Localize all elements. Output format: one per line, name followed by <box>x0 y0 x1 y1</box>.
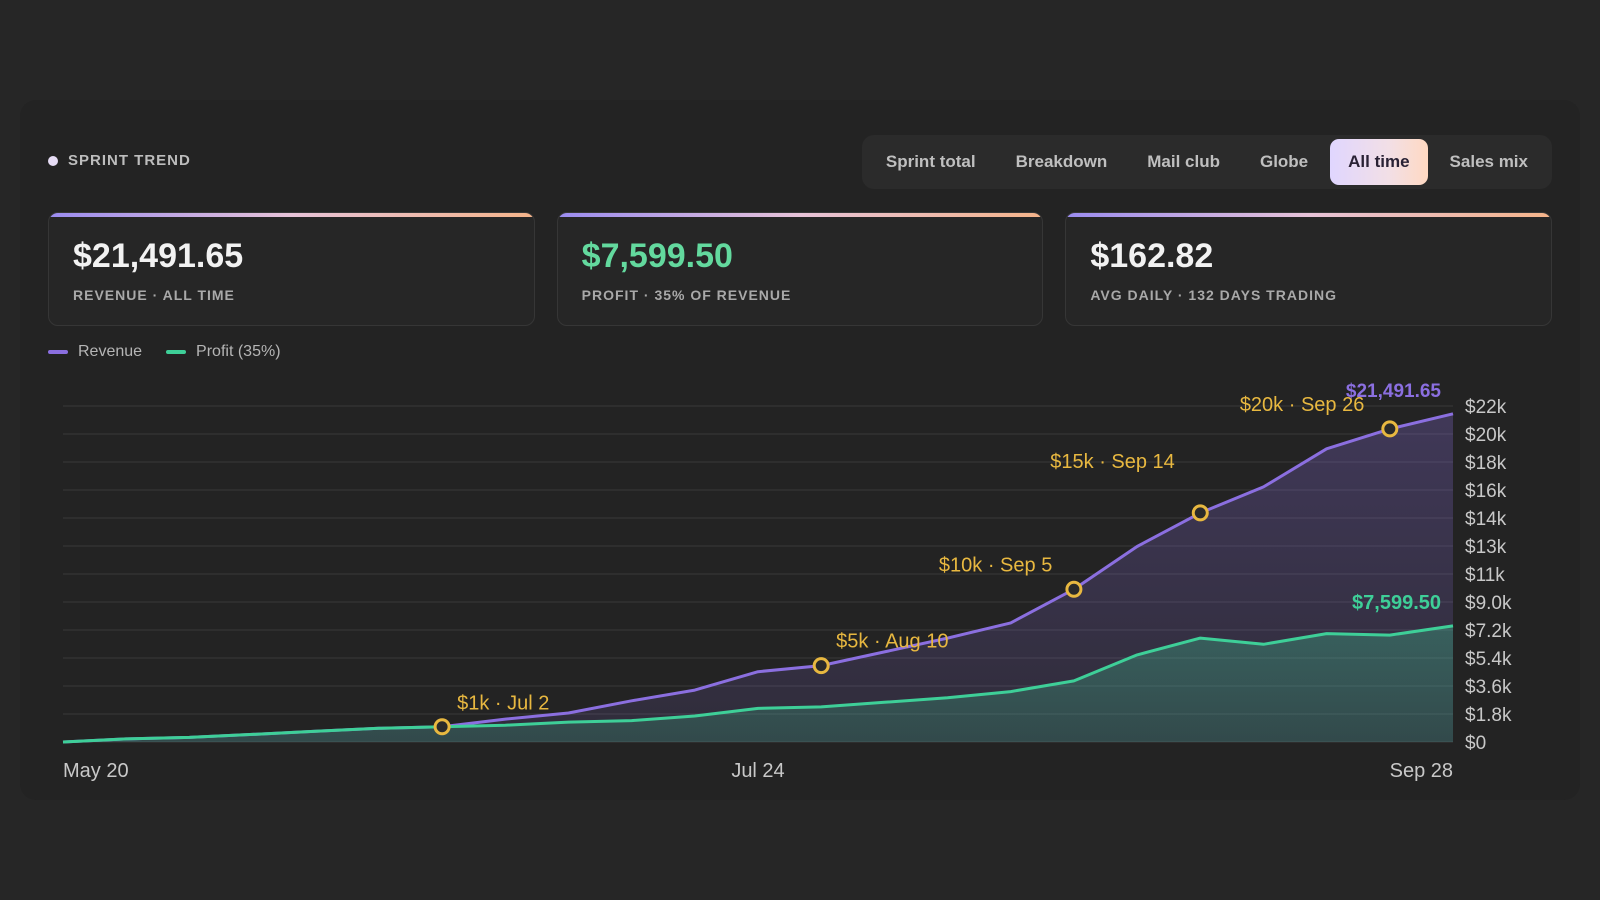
profit-value: $7,599.50 <box>581 237 733 275</box>
milestone-label: $10k · Sep 5 <box>939 554 1052 576</box>
milestone-label: $5k · Aug 10 <box>836 631 948 653</box>
y-tick-label: $13k <box>1465 537 1507 558</box>
milestone-marker <box>1381 420 1399 438</box>
y-tick-label: $18k <box>1465 453 1507 474</box>
legend-profit-swatch <box>166 350 187 354</box>
y-tick-label: $5.4k <box>1465 649 1512 670</box>
avg-daily-card: $162.82 AVG DAILY · 132 DAYS TRADING <box>1065 212 1553 326</box>
avg-daily-label: AVG DAILY · 132 DAYS TRADING <box>1090 287 1337 303</box>
y-tick-label: $9.0k <box>1465 593 1512 614</box>
y-tick-label: $3.6k <box>1465 677 1512 698</box>
legend-profit: Profit (35%) <box>166 343 281 361</box>
legend-profit-label: Profit (35%) <box>196 343 281 360</box>
x-tick-label: Jul 24 <box>731 760 784 782</box>
tab-mail-club[interactable]: Mail club <box>1147 152 1220 171</box>
revenue-label: REVENUE · ALL TIME <box>73 287 235 303</box>
tab-globe[interactable]: Globe <box>1259 152 1309 171</box>
section-title-wrap: SPRINT TREND <box>48 152 191 169</box>
y-tick-label: $1.8k <box>1465 705 1512 726</box>
milestone-marker <box>433 718 451 736</box>
profit-end-label: $7,599.50 <box>1352 592 1441 614</box>
tab-breakdown[interactable]: Breakdown <box>1015 152 1108 171</box>
tab-sales-mix[interactable]: Sales mix <box>1449 152 1528 171</box>
range-tabs: Sprint total Breakdown Mail club Globe A… <box>861 135 1552 189</box>
revenue-value: $21,491.65 <box>73 237 244 275</box>
revenue-card: $21,491.65 REVENUE · ALL TIME <box>48 212 535 326</box>
profit-area <box>63 625 1453 742</box>
section-title: SPRINT TREND <box>68 152 191 169</box>
milestone-label: $1k · Jul 2 <box>457 693 549 715</box>
legend-revenue-label: Revenue <box>78 343 143 360</box>
avg-daily-value: $162.82 <box>1090 237 1214 275</box>
milestone-label: $15k · Sep 14 <box>1050 451 1175 473</box>
y-tick-label: $22k <box>1465 397 1507 418</box>
milestone-marker <box>812 657 830 675</box>
y-tick-label: $20k <box>1465 425 1507 446</box>
milestone-marker <box>1191 504 1209 522</box>
profit-line <box>62 624 1454 744</box>
y-tick-label: $16k <box>1465 481 1507 502</box>
status-dot-icon <box>48 155 58 166</box>
chart-legend: Revenue Profit (35%) <box>48 343 281 361</box>
revenue-end-label: $21,491.65 <box>1346 381 1442 402</box>
tab-all-time[interactable]: All time <box>1330 139 1428 185</box>
revenue-area <box>63 413 1453 742</box>
x-tick-label: May 20 <box>63 760 129 782</box>
profit-label: PROFIT · 35% OF REVENUE <box>581 287 792 303</box>
y-tick-label: $11k <box>1465 565 1505 586</box>
panel-header: SPRINT TREND Sprint total Breakdown Mail… <box>48 130 1552 190</box>
y-tick-label: $0 <box>1465 733 1486 754</box>
y-tick-label: $14k <box>1465 509 1507 530</box>
legend-revenue-swatch <box>48 350 68 354</box>
profit-card: $7,599.50 PROFIT · 35% OF REVENUE <box>556 212 1044 326</box>
milestone-marker <box>1065 580 1083 598</box>
y-tick-label: $7.2k <box>1465 621 1512 642</box>
x-tick-label: Sep 28 <box>1390 760 1453 782</box>
tab-sprint-total[interactable]: Sprint total <box>885 152 976 171</box>
stat-cards: $21,491.65 REVENUE · ALL TIME $7,599.50 … <box>48 212 1553 326</box>
milestone-label: $20k · Sep 26 <box>1240 394 1365 416</box>
legend-revenue: Revenue <box>48 343 142 361</box>
